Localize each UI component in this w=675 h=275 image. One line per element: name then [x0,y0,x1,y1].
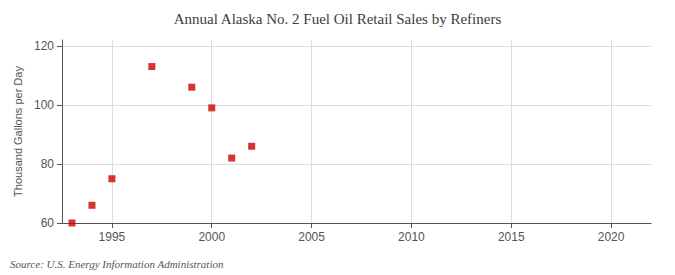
svg-text:1995: 1995 [99,230,126,244]
svg-text:2020: 2020 [598,230,625,244]
svg-text:Source: U.S. Energy Informatio: Source: U.S. Energy Information Administ… [10,258,224,270]
svg-text:2000: 2000 [198,230,225,244]
svg-text:80: 80 [41,157,55,171]
svg-text:Annual Alaska No. 2 Fuel Oil R: Annual Alaska No. 2 Fuel Oil Retail Sale… [174,11,502,27]
svg-text:120: 120 [34,39,54,53]
svg-text:Thousand Gallons per Day: Thousand Gallons per Day [12,66,24,197]
svg-text:2010: 2010 [398,230,425,244]
svg-text:60: 60 [41,216,55,230]
svg-text:2015: 2015 [498,230,525,244]
svg-text:2005: 2005 [298,230,325,244]
svg-text:100: 100 [34,98,54,112]
